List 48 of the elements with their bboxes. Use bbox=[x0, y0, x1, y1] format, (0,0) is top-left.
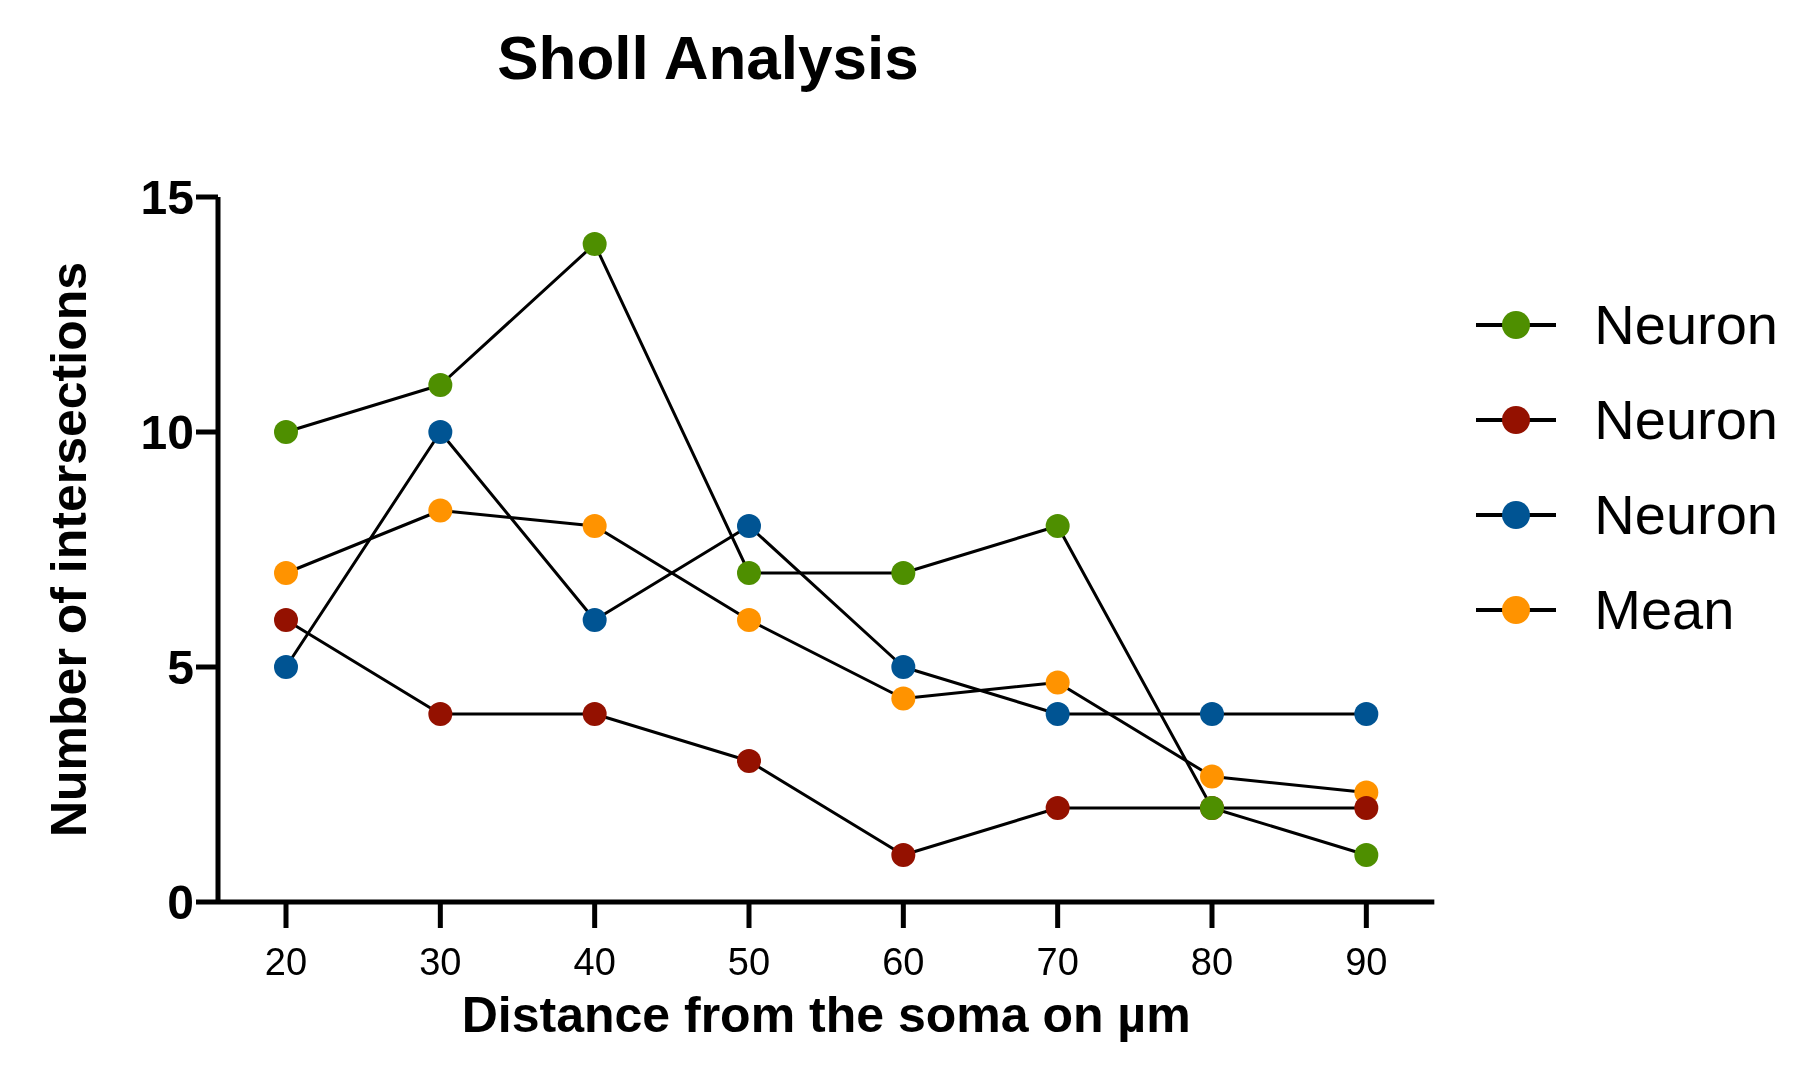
x-tick-label: 50 bbox=[727, 940, 771, 983]
point bbox=[1045, 514, 1070, 538]
y-tick-label: 0 bbox=[167, 876, 194, 930]
x-tick-label: 90 bbox=[1345, 940, 1388, 983]
chart-title: Sholl Analysis bbox=[496, 22, 920, 94]
legend-label: Neuron bbox=[1594, 292, 1778, 357]
point bbox=[274, 608, 298, 632]
point bbox=[582, 232, 607, 256]
point bbox=[582, 702, 607, 726]
y-tick-label: 10 bbox=[140, 406, 194, 460]
y-tick-label: 5 bbox=[167, 641, 194, 695]
point bbox=[428, 420, 453, 444]
x-axis-title: Distance from the soma on µm bbox=[461, 987, 1191, 1043]
point bbox=[428, 373, 453, 397]
point bbox=[1354, 843, 1379, 867]
point bbox=[274, 655, 298, 679]
x-tick-label: 20 bbox=[264, 940, 308, 983]
point bbox=[891, 686, 916, 711]
point bbox=[1200, 764, 1224, 789]
point bbox=[1045, 702, 1070, 726]
legend-label: Neuron bbox=[1594, 482, 1778, 547]
point bbox=[737, 561, 761, 585]
point bbox=[428, 498, 453, 523]
point bbox=[582, 608, 607, 632]
y-axis-title: Number of intersections bbox=[40, 261, 97, 838]
x-tick-label: 40 bbox=[573, 940, 616, 983]
point bbox=[737, 608, 761, 632]
point bbox=[1200, 702, 1224, 726]
point bbox=[737, 749, 761, 773]
x-tick-label: 60 bbox=[882, 940, 925, 983]
legend-label: Mean bbox=[1594, 577, 1735, 642]
point bbox=[274, 561, 298, 585]
y-tick-label: 15 bbox=[140, 171, 194, 225]
point bbox=[1045, 670, 1070, 695]
point bbox=[1045, 796, 1070, 820]
point bbox=[274, 420, 298, 444]
legend-label: Neuron bbox=[1594, 387, 1778, 452]
point bbox=[891, 655, 916, 679]
x-tick-label: 30 bbox=[419, 940, 462, 983]
point bbox=[1354, 702, 1379, 726]
x-tick-label: 70 bbox=[1036, 940, 1079, 983]
point bbox=[1354, 796, 1379, 820]
point bbox=[737, 514, 761, 538]
x-tick-label: 80 bbox=[1190, 940, 1234, 983]
point bbox=[891, 561, 916, 585]
point bbox=[428, 702, 453, 726]
point bbox=[891, 843, 916, 867]
point bbox=[582, 514, 607, 538]
